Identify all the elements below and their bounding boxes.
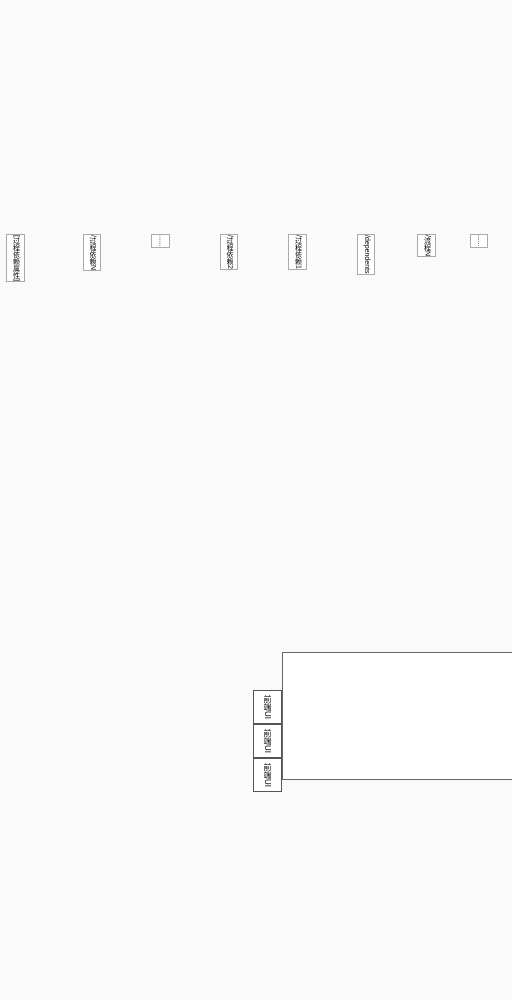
- job-trace: JobTraceService: [197, 95, 212, 160]
- exec-title: 调度执行模块: [220, 247, 245, 346]
- trigger-box: Trigger1: [330, 20, 343, 48]
- zookeeper-cluster-box: ZooKeeper集群: [464, 676, 497, 746]
- event-row: Event Event ...... Event: [323, 19, 330, 110]
- procedure-executor: Procedure Executor: [203, 506, 218, 567]
- discovery-module-2: 调度发现模块 Trigger1 Trigger2 TriggerN Event …: [277, 10, 377, 119]
- log-title: 调度日志模块: [215, 25, 240, 160]
- arrow-head: [211, 622, 225, 632]
- flow-state-label: ...过程状态依赖: [182, 145, 192, 189]
- procedure-executor: Procedure Executor: [203, 286, 218, 347]
- trigger-box: Trigger1: [450, 20, 463, 48]
- job-container: JobContainer: [197, 24, 212, 89]
- zk-cluster-label: ZooKeeper Cluster: [473, 219, 492, 290]
- detect-service: DetectService: [409, 23, 432, 112]
- save-log-label: 保存流程执行日志和过实状态: [132, 155, 142, 240]
- bottom-section: ZooKeeper集群 WebSocket Handler ZNode Watc…: [17, 640, 497, 792]
- job-selector: JobSelector: [203, 245, 218, 283]
- write-zk-label: 写入ZK: [312, 200, 322, 221]
- discovery-module-1: 调度发现模块 Trigger1 Trigger2 TriggerN Event …: [397, 10, 497, 119]
- log-module: 调度日志模块 JobContainer 从ZK中读写任务状态 JobTraceS…: [77, 18, 247, 167]
- exec-title: 调度执行模块: [220, 467, 245, 566]
- exec-ellipsis: ……: [213, 445, 222, 461]
- container-sub: 从ZK中读写任务状态: [186, 24, 196, 89]
- discovery-title: 调度发现模块: [465, 19, 490, 110]
- exec-module-2: 调度执行模块 JobSelector Procedure Executor: [142, 350, 252, 463]
- trigger-box: TriggerN: [450, 80, 463, 109]
- arrow-head: [442, 638, 456, 648]
- compete-label: 竞争获得执行锁定: [252, 320, 262, 372]
- arrow-stem: [214, 608, 222, 622]
- exec-module-1: 调度执行模块 JobSelector Procedure Executor: [142, 240, 252, 353]
- log-sub: 从DB中读写任务状态: [160, 95, 180, 160]
- exec-module-n: 调度执行模块 JobSelector Procedure Executor: [142, 460, 252, 573]
- discovery-title: 调度发现模块: [345, 19, 370, 110]
- arrow-stem: [456, 640, 464, 654]
- detect-service: DetectService: [289, 23, 312, 112]
- arrows-down: ↓ ↓ ↓: [58, 644, 78, 788]
- trigger-box: TriggerN: [330, 80, 343, 109]
- trigger-box: Trigger2: [330, 50, 343, 78]
- job-selector: JobSelector: [203, 355, 218, 393]
- nginx-box: Nginx 反向代理: [0, 652, 54, 780]
- exec-title: 调度执行模块: [220, 357, 245, 456]
- event-row: Event Event ...... Event: [443, 19, 450, 110]
- zookeeper-tree-area: ZooKeeper Cluster /bigbang/dispatcher ZN…: [267, 220, 497, 600]
- mysql-box: MySQL: [113, 10, 132, 55]
- znode-tree-label: ZNode Tree: [460, 227, 467, 593]
- job-selector: JobSelector: [203, 465, 218, 503]
- write-zk-label: 写入ZK: [412, 200, 422, 221]
- trigger-box: Trigger2: [450, 50, 463, 78]
- fan-arrows: [77, 640, 437, 690]
